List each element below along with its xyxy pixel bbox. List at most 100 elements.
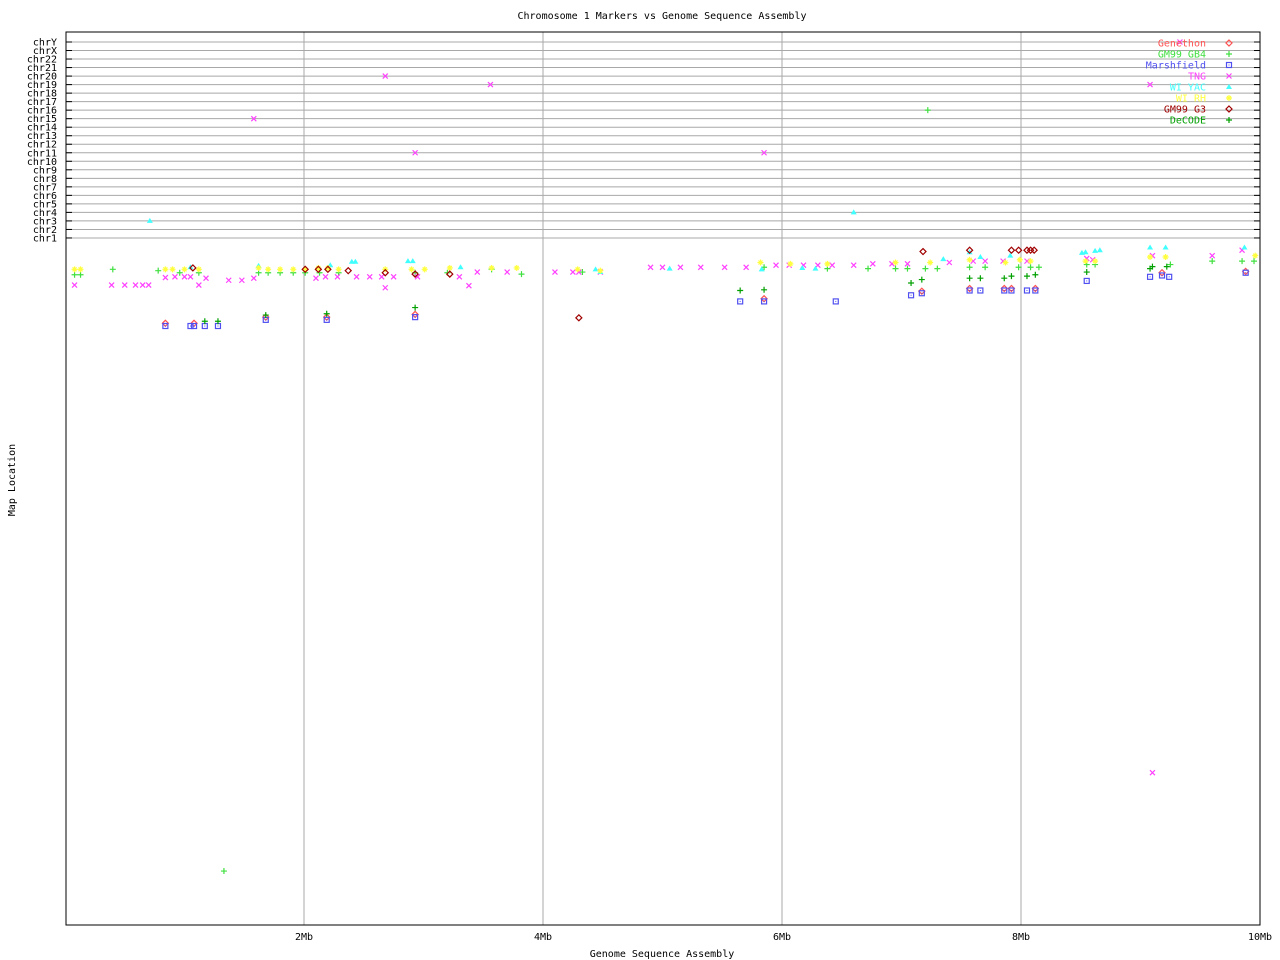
data-point-off-chromosome: [761, 149, 767, 156]
series-tng: [71, 39, 1245, 776]
data-point: [934, 265, 941, 272]
data-point: [277, 266, 284, 273]
data-point: [977, 287, 984, 294]
data-point: [1032, 271, 1039, 278]
data-point: [922, 265, 929, 272]
data-point-off-chromosome: [850, 209, 857, 215]
data-point-off-chromosome: [146, 217, 153, 223]
data-point: [382, 284, 389, 291]
data-point: [176, 269, 183, 276]
data-point: [313, 275, 319, 282]
data-point: [109, 266, 116, 273]
data-point: [255, 264, 262, 271]
data-point: [187, 322, 194, 330]
data-point: [832, 298, 839, 305]
data-point: [290, 266, 297, 273]
data-point: [982, 258, 989, 265]
data-point: [1209, 258, 1216, 265]
data-point: [250, 275, 257, 282]
data-point: [162, 266, 169, 273]
data-point: [71, 271, 78, 278]
data-point-off-chromosome: [924, 107, 931, 114]
series-gm99-gb4: [71, 107, 1258, 875]
data-point: [757, 259, 764, 266]
data-point: [189, 264, 197, 272]
data-point: [1209, 252, 1216, 259]
data-point-off-chromosome: [1147, 81, 1153, 88]
data-point: [169, 266, 176, 273]
data-point: [327, 262, 334, 268]
grid: chrYchrXchr22chr21chr20chr19chr18chr17ch…: [27, 32, 1272, 943]
data-point: [592, 266, 599, 272]
data-point: [1092, 258, 1099, 265]
data-point-off-chromosome: [382, 73, 389, 80]
data-point: [378, 273, 385, 280]
data-point: [1149, 263, 1156, 270]
data-point: [597, 267, 604, 274]
data-point: [155, 267, 162, 274]
data-point: [203, 275, 209, 282]
y-tick-label: chr7: [33, 182, 57, 193]
data-point: [195, 282, 202, 288]
data-point: [1251, 258, 1258, 265]
data-point: [324, 265, 332, 274]
data-point: [108, 282, 115, 288]
legend-item: GM99 G3: [1164, 105, 1233, 116]
data-point: [1083, 269, 1090, 276]
data-point: [335, 266, 342, 273]
data-point: [411, 270, 419, 278]
data-point: [314, 265, 323, 274]
legend-item: GM99 GB4: [1158, 50, 1232, 61]
legend-marker-icon: [1225, 61, 1233, 69]
data-point: [390, 273, 397, 280]
y-tick-label: chr17: [27, 97, 57, 108]
data-point: [366, 273, 373, 280]
series-decode: [201, 263, 1170, 325]
data-point: [121, 282, 128, 288]
data-point: [1163, 263, 1170, 270]
legend-marker-icon: [1226, 84, 1232, 89]
data-point: [446, 264, 453, 271]
data-point: [488, 264, 495, 271]
data-point: [892, 265, 899, 272]
data-point: [201, 318, 208, 325]
data-point: [262, 312, 269, 319]
data-point: [457, 264, 464, 270]
data-point: [381, 268, 390, 277]
legend-label: GM99 GB4: [1158, 50, 1206, 61]
data-point: [1092, 247, 1099, 253]
data-point: [139, 282, 146, 288]
data-point: [181, 266, 188, 273]
data-point: [904, 265, 911, 272]
data-point: [946, 259, 953, 266]
data-point: [1008, 287, 1015, 294]
data-point: [697, 264, 704, 271]
data-point: [940, 256, 947, 262]
legend-marker-icon: [1226, 117, 1232, 123]
x-tick-label: 4Mb: [534, 932, 552, 943]
x-tick-label: 6Mb: [773, 932, 791, 943]
data-point: [187, 273, 194, 280]
y-axis-label: Map Location: [7, 444, 18, 516]
data-point: [908, 279, 915, 286]
data-point: [201, 322, 208, 330]
data-point: [579, 269, 586, 276]
y-tick-label: chr21: [27, 63, 57, 74]
legend-item: WI YAC: [1170, 83, 1232, 94]
data-point: [1147, 244, 1154, 250]
data-point: [344, 266, 353, 275]
data-point: [145, 282, 152, 288]
data-point: [574, 266, 581, 273]
x-axis-label: Genome Sequence Assembly: [590, 949, 735, 960]
legend-item: Marshfield: [1146, 61, 1233, 72]
data-point: [1162, 244, 1169, 250]
data-point: [302, 266, 309, 273]
data-point: [799, 264, 806, 270]
data-point: [737, 287, 744, 294]
y-tick-label: chr3: [33, 216, 57, 227]
data-point-off-chromosome: [250, 115, 257, 122]
data-point: [71, 282, 78, 288]
data-point: [1023, 273, 1030, 280]
data-point: [737, 298, 744, 305]
data-point: [977, 275, 984, 282]
